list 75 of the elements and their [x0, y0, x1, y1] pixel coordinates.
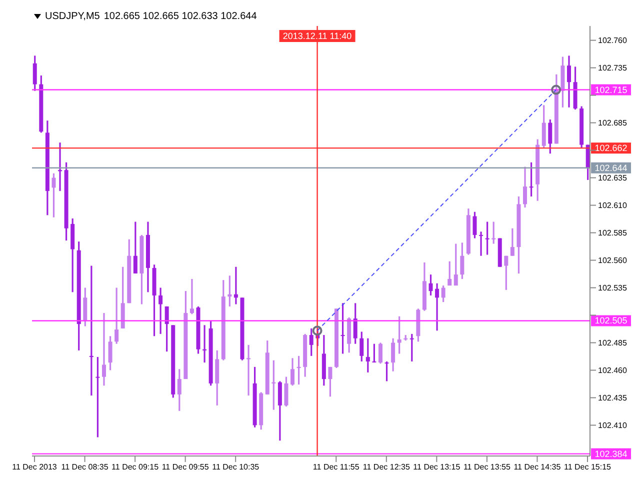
y-tick-label: 102.460	[598, 366, 628, 376]
ref-line-label: 102.384	[594, 448, 628, 459]
y-tick-label: 102.735	[598, 64, 628, 73]
y-tick-label: 102.610	[598, 201, 628, 210]
chart-subtitle: 102.665 102.665 102.633 102.644	[104, 10, 257, 22]
ref-line-label: 102.662	[594, 143, 628, 154]
candlestick	[328, 366, 332, 398]
candlestick	[441, 284, 446, 303]
y-tick-label: 102.585	[598, 228, 628, 238]
candlestick	[190, 278, 194, 315]
y-tick-label: 102.535	[598, 284, 628, 293]
chart-title: USDJPY,M5	[45, 10, 100, 22]
ref-line-label: 2013.12.11 11:40	[282, 31, 352, 41]
candlestick	[428, 274, 433, 296]
candlestick	[378, 342, 382, 364]
candlestick	[542, 104, 546, 149]
y-tick-label: 102.410	[598, 421, 628, 430]
x-tick-label: 11 Dec 13:55	[463, 462, 511, 472]
x-tick-label: 11 Dec 11:55	[312, 462, 360, 472]
candlestick	[234, 266, 238, 306]
candlestick	[340, 302, 345, 355]
candlestick	[290, 357, 295, 386]
candlestick	[164, 306, 169, 352]
candlestick	[410, 333, 414, 362]
candlestick	[177, 368, 182, 412]
x-tick-label: 11 Dec 12:35	[362, 462, 410, 472]
candlestick	[448, 260, 452, 286]
y-tick-label: 102.560	[598, 256, 628, 266]
candlestick	[548, 118, 552, 154]
candlestick	[158, 286, 163, 335]
candlestick	[366, 338, 370, 374]
x-tick-label: 11 Dec 08:35	[61, 462, 109, 472]
candlestick	[309, 328, 314, 357]
ref-line-label: 102.644	[594, 162, 628, 173]
candlestick	[228, 274, 232, 308]
candlestick	[529, 162, 534, 198]
candlestick	[460, 242, 464, 280]
candlestick	[472, 211, 477, 240]
candlestick	[102, 312, 106, 386]
candlestick	[397, 316, 402, 355]
y-tick-label: 102.635	[598, 174, 628, 183]
x-tick-label: 11 Dec 15:15	[564, 462, 612, 472]
candlestick	[384, 360, 389, 382]
ref-line-label: 102.715	[594, 84, 628, 95]
candlestick	[284, 376, 288, 408]
x-tick-label: 11 Dec 09:55	[162, 462, 210, 472]
candlestick	[510, 228, 514, 257]
y-tick-label: 102.685	[598, 118, 628, 128]
x-tick-label: 11 Dec 14:35	[514, 462, 562, 472]
candlestick	[133, 220, 138, 274]
x-tick-label: 11 Dec 2013	[12, 462, 58, 472]
candlestick	[114, 286, 119, 345]
ref-line-label: 102.505	[594, 316, 628, 326]
candlestick	[83, 286, 88, 328]
candlestick	[353, 302, 358, 345]
y-tick-label: 102.485	[598, 338, 628, 348]
candlestick	[96, 356, 100, 438]
candlestick	[504, 255, 508, 291]
x-tick-label: 11 Dec 10:35	[212, 462, 260, 472]
candlestick	[278, 380, 282, 442]
x-tick-label: 11 Dec 13:15	[413, 462, 461, 472]
candlestick	[523, 166, 528, 208]
candlestick	[566, 54, 571, 108]
candlestick	[391, 338, 396, 372]
y-tick-label: 102.435	[598, 394, 628, 403]
candlestick	[108, 335, 112, 372]
y-tick-label: 102.760	[598, 36, 628, 46]
candlestick	[479, 230, 484, 257]
candlestick	[435, 282, 440, 332]
candlestick	[454, 242, 458, 286]
candlestick	[372, 343, 376, 364]
candlestick	[32, 54, 37, 92]
x-tick-label: 11 Dec 09:15	[112, 462, 160, 472]
candlestick	[360, 330, 364, 362]
candlestick	[52, 172, 56, 218]
